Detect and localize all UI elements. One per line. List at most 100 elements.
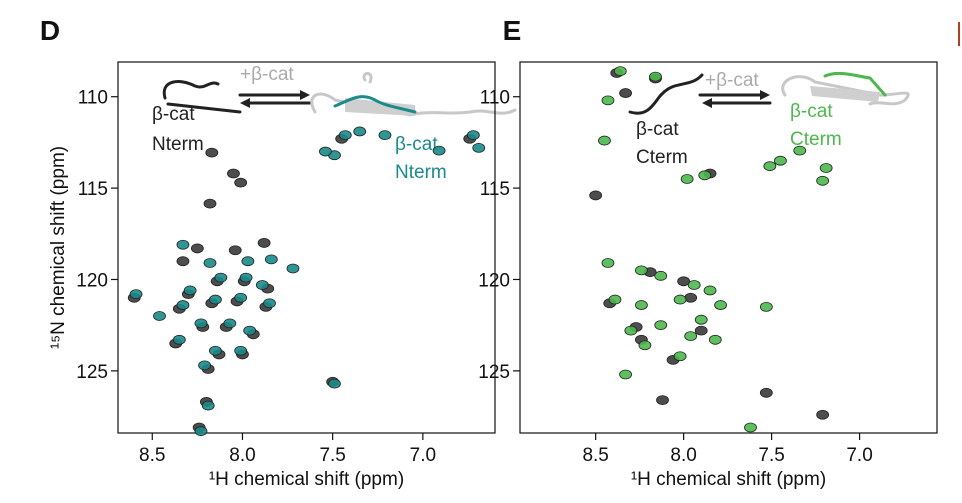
peak: [684, 292, 698, 303]
peak: [203, 198, 217, 209]
peak: [654, 320, 668, 331]
x-tick-label: 7.5: [758, 445, 784, 466]
peak: [432, 145, 446, 156]
cartoon-e: [628, 71, 910, 115]
peak: [680, 174, 694, 184]
peak: [176, 256, 190, 267]
x-tick-label: 7.5: [319, 445, 345, 466]
annotation: +β-cat: [705, 70, 759, 91]
panel-label: E: [503, 15, 522, 46]
peak: [286, 263, 300, 274]
peak: [239, 272, 253, 283]
peak: [684, 331, 698, 342]
peak: [338, 130, 352, 141]
annotation: β-cat: [395, 134, 438, 155]
x-tick-label: 8.0: [229, 445, 255, 466]
peak: [793, 145, 807, 156]
peak: [694, 314, 708, 325]
peak: [176, 300, 190, 310]
annotation: Nterm: [152, 134, 204, 155]
peak: [378, 130, 392, 141]
peak: [234, 292, 248, 303]
y-tick-label: 110: [78, 88, 108, 109]
peak: [763, 161, 777, 172]
annotation: Nterm: [395, 162, 447, 183]
annotation: β-cat: [790, 101, 833, 122]
peak: [241, 256, 255, 267]
annotation: Cterm: [636, 147, 688, 168]
peak: [176, 239, 190, 250]
peak: [816, 409, 830, 420]
y-tick-label: 110: [480, 88, 510, 109]
peak: [319, 146, 332, 157]
annotation: Cterm: [790, 129, 842, 150]
annotation: +β-cat: [240, 64, 294, 85]
peak: [209, 345, 222, 356]
peak: [624, 325, 638, 336]
peak: [759, 301, 773, 312]
peak: [203, 258, 217, 268]
x-tick-label: 8.5: [582, 445, 608, 466]
peak: [654, 270, 668, 281]
peak: [601, 258, 615, 268]
peak: [673, 294, 687, 305]
peak: [194, 318, 208, 329]
x-tick-label: 7.0: [410, 445, 436, 466]
peak: [608, 294, 622, 305]
peak: [638, 340, 652, 351]
y-tick-label: 115: [480, 179, 510, 200]
peak: [774, 155, 787, 166]
peak: [744, 422, 757, 433]
peak: [816, 175, 830, 186]
peak: [228, 245, 242, 256]
peak: [183, 285, 197, 296]
peak: [649, 71, 662, 82]
peak: [698, 170, 712, 181]
x-axis-label: ¹H chemical shift (ppm): [209, 469, 404, 490]
peak: [677, 276, 691, 287]
peak: [234, 345, 248, 356]
y-tick-label: 125: [478, 362, 510, 383]
y-tick-label: 125: [76, 362, 108, 383]
peak: [708, 334, 722, 345]
peak: [687, 280, 701, 290]
peak: [201, 400, 215, 411]
x-tick-label: 8.5: [139, 445, 165, 466]
peak: [257, 238, 271, 248]
peak: [613, 66, 627, 77]
peak: [227, 168, 240, 179]
y-tick-label: 115: [78, 179, 108, 200]
y-tick-label: 120: [76, 270, 108, 291]
plot-frame: [117, 61, 496, 434]
peak: [172, 334, 186, 345]
peak: [255, 280, 269, 290]
peak: [703, 285, 717, 296]
peak: [264, 254, 278, 265]
peak: [153, 311, 166, 321]
annotation: β-cat: [636, 119, 679, 140]
peak: [598, 135, 611, 146]
peak: [328, 378, 341, 389]
peak: [656, 395, 669, 406]
plot-frame: [519, 61, 938, 434]
panel-label: D: [40, 15, 60, 46]
peak: [198, 360, 211, 371]
peak: [243, 325, 257, 336]
peak: [635, 265, 648, 276]
y-axis-label: ¹⁵N chemical shift (ppm): [48, 146, 69, 349]
peak: [601, 95, 615, 106]
peak: [353, 126, 367, 137]
peak: [205, 147, 219, 158]
peak: [223, 318, 237, 329]
peak: [759, 387, 773, 398]
peak: [209, 294, 222, 305]
peak: [472, 142, 486, 153]
peak: [619, 369, 632, 380]
x-tick-label: 7.0: [846, 445, 872, 466]
peak: [619, 88, 632, 98]
x-tick-label: 8.0: [670, 445, 696, 466]
peak: [194, 426, 208, 437]
peak: [589, 190, 603, 201]
